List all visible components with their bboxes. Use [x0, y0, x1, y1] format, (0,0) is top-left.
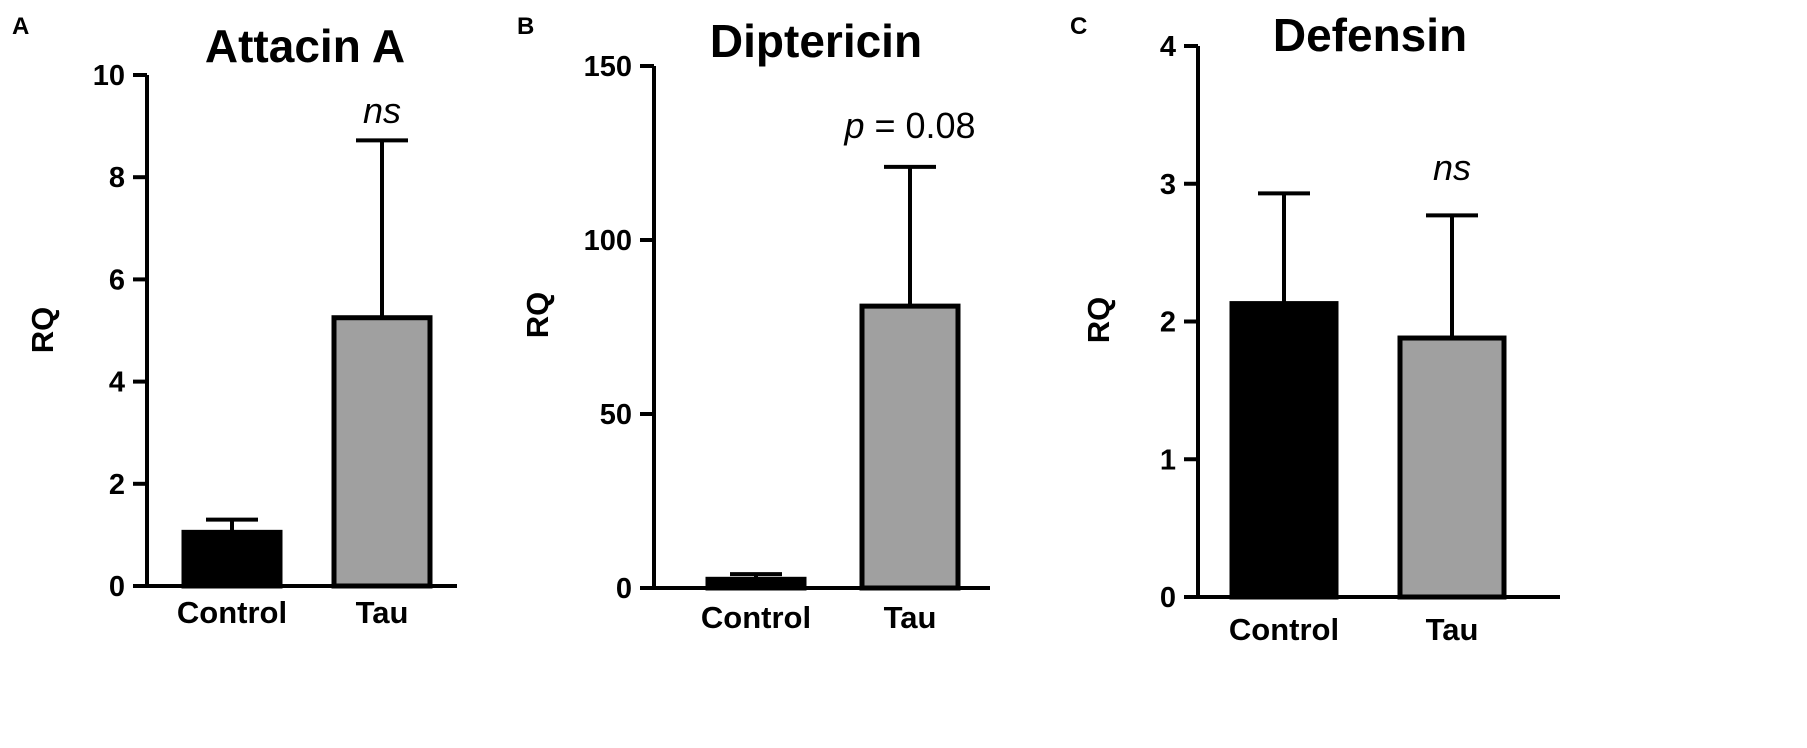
bar-control	[1229, 301, 1339, 600]
bar-tau	[859, 303, 961, 591]
x-tick-label: Tau	[356, 595, 409, 630]
x-tick-label: Control	[177, 595, 287, 630]
x-tick-label: Tau	[884, 600, 937, 635]
annotation-value: = 0.08	[864, 105, 975, 146]
y-tick-label: 2	[1160, 307, 1176, 339]
y-tick-label: 2	[109, 469, 125, 501]
annotation-italic: ns	[1433, 147, 1471, 188]
chart-title: Diptericin	[710, 15, 922, 67]
bar-tau	[1397, 335, 1507, 600]
bar-control	[181, 529, 283, 589]
chart-panel-b: B Diptericin RQ Control Tau 0 50 100 150 p = 0.08	[517, 13, 990, 635]
bar-tau	[331, 315, 433, 589]
y-tick-label: 4	[1160, 31, 1176, 63]
y-axis-label: RQ	[520, 292, 555, 339]
chart-title: Defensin	[1273, 9, 1467, 61]
chart-panel-c: C Defensin RQ Control Tau 0 1 2 3 4 ns	[1070, 9, 1560, 647]
chart-panel-a: A Attacin A RQ Control Tau 0 2 4 6 8 10 ns	[12, 13, 457, 630]
chart-title: Attacin A	[205, 20, 405, 72]
annotation-italic: ns	[363, 90, 401, 131]
y-axis-label: RQ	[25, 307, 60, 354]
x-tick-label: Control	[1229, 612, 1339, 647]
y-axis-label: RQ	[1081, 297, 1116, 344]
y-tick-label: 50	[600, 399, 632, 431]
panel-letter: B	[517, 13, 534, 40]
x-tick-label: Control	[701, 600, 811, 635]
y-tick-label: 10	[93, 60, 125, 92]
y-tick-label: 3	[1160, 169, 1176, 201]
panel-letter: C	[1070, 13, 1087, 40]
y-tick-label: 100	[584, 225, 632, 257]
significance-annotation: p = 0.08	[843, 105, 975, 146]
annotation-italic: p	[843, 105, 864, 146]
y-tick-label: 0	[616, 573, 632, 605]
y-tick-label: 1	[1160, 444, 1176, 476]
panel-letter: A	[12, 13, 29, 40]
significance-annotation: ns	[363, 90, 401, 131]
y-tick-label: 0	[109, 571, 125, 603]
y-tick-label: 150	[584, 51, 632, 83]
y-tick-label: 6	[109, 264, 125, 296]
y-tick-label: 4	[109, 367, 125, 399]
y-tick-label: 8	[109, 162, 125, 194]
y-tick-label: 0	[1160, 582, 1176, 614]
x-tick-label: Tau	[1426, 612, 1479, 647]
significance-annotation: ns	[1433, 147, 1471, 188]
